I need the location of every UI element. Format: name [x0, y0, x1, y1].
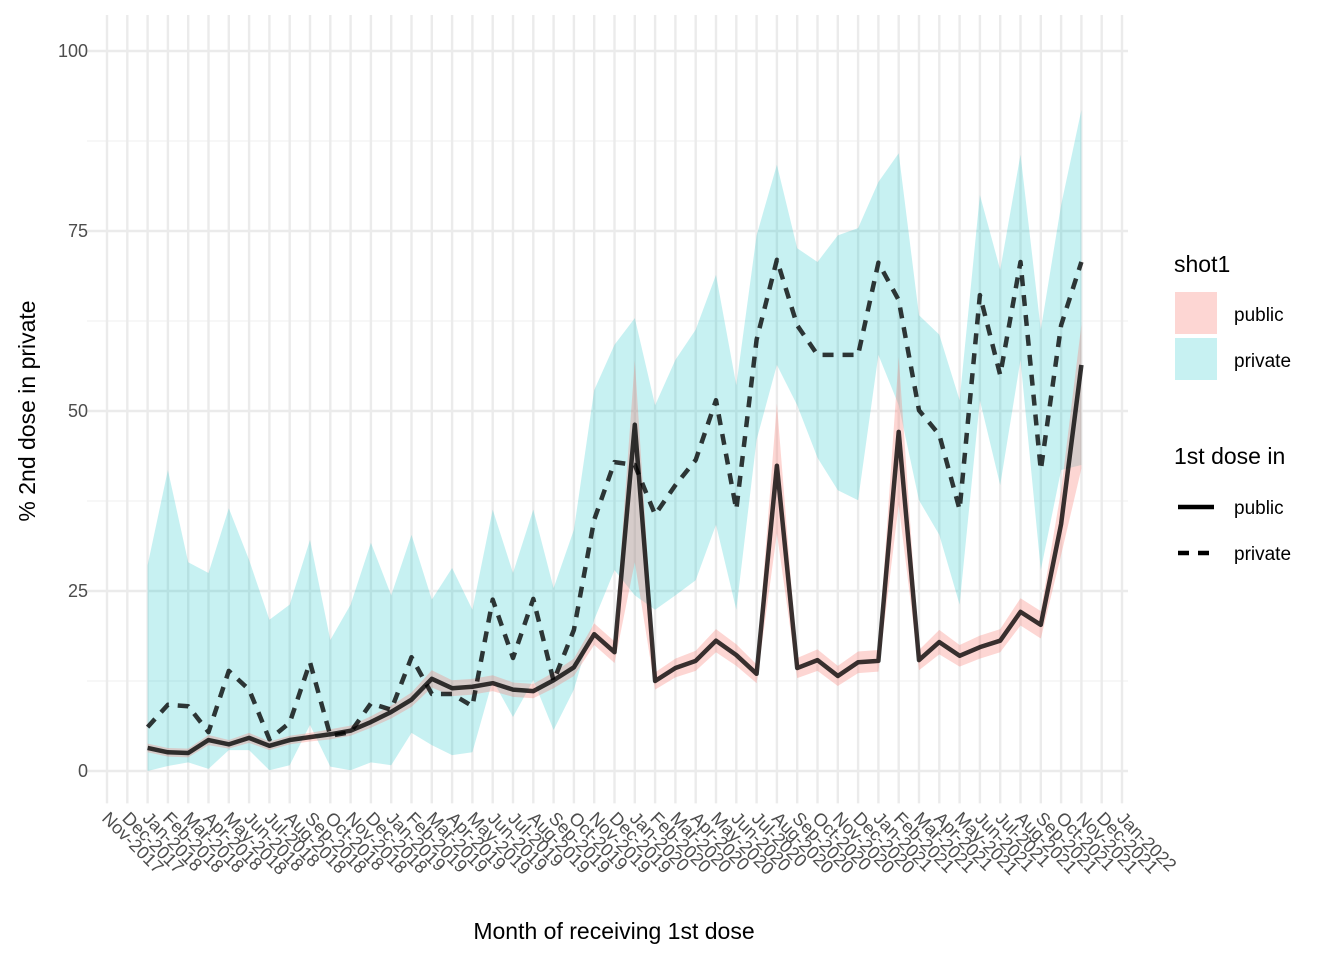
line — [147, 364, 1084, 756]
legend-label: public — [1234, 305, 1284, 326]
line — [145, 257, 1084, 742]
y-tick-label: 75 — [68, 221, 88, 241]
y-axis-title: % 2nd dose in private — [14, 300, 40, 521]
legend-key — [1175, 338, 1217, 380]
plot-area — [145, 110, 1084, 772]
legend-label: private — [1234, 544, 1291, 565]
legend-title: shot1 — [1174, 251, 1230, 277]
legend: shot1 1st dose in public public private pri… — [1174, 251, 1291, 565]
x-axis: Nov-2017Dec-2017Jan-2018Feb-2018Mar-2018… — [98, 808, 1180, 879]
ribbon — [147, 110, 1082, 772]
legend-label: public — [1234, 498, 1284, 519]
y-tick-label: 100 — [58, 41, 88, 61]
x-axis-title: Month of receiving 1st dose — [473, 918, 754, 944]
legend-label: private — [1234, 351, 1291, 372]
y-tick-label: 0 — [78, 761, 88, 781]
y-tick-label: 50 — [68, 401, 88, 421]
legend-key — [1175, 292, 1217, 334]
legend-title: 1st dose in — [1174, 443, 1285, 469]
y-tick-label: 25 — [68, 581, 88, 601]
